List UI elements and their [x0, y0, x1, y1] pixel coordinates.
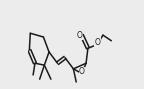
- Text: O: O: [77, 31, 83, 40]
- Text: O: O: [79, 67, 85, 76]
- Text: O: O: [94, 38, 100, 47]
